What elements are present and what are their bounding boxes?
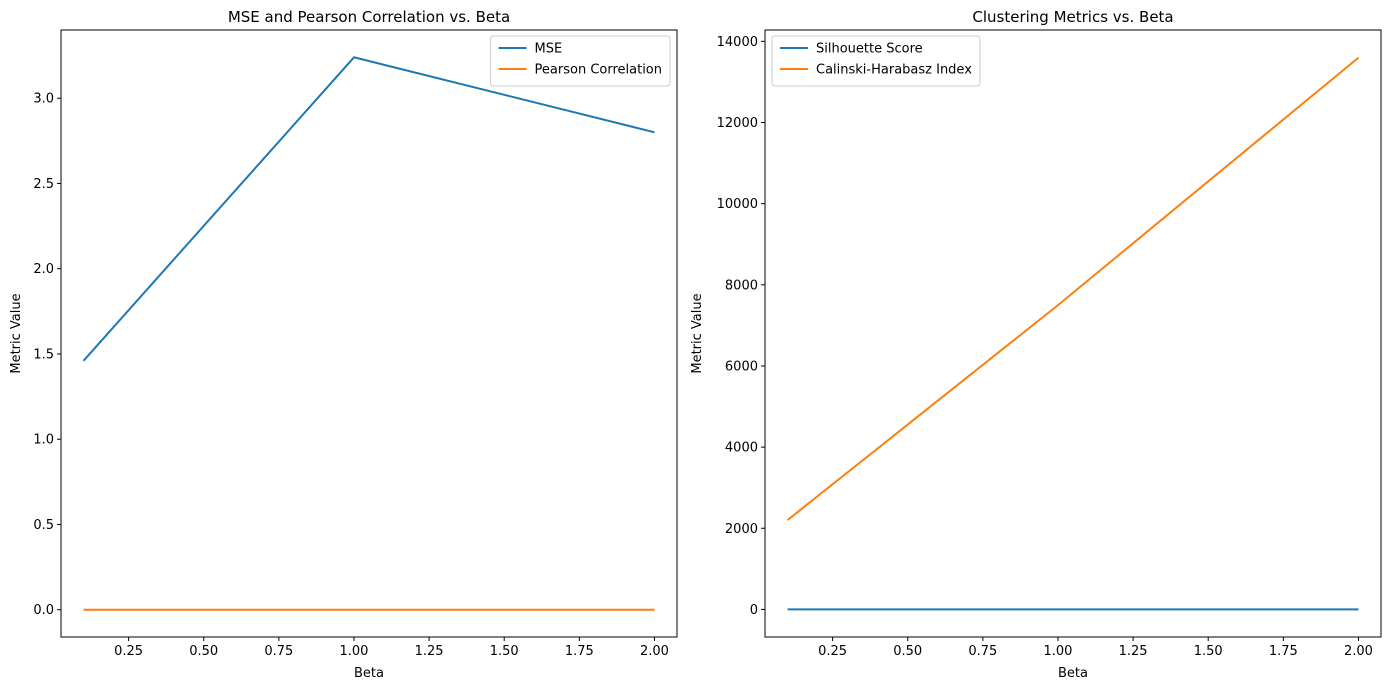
right-y-tick-label: 0	[750, 603, 758, 618]
right-x-tick-label: 1.25	[1119, 644, 1148, 659]
right-x-axis-label: Beta	[1058, 666, 1088, 681]
right-ticks: 0.25 0.50 0.75 1.00 1.25 1.50 1.75 2.00 0 2000 400…	[717, 35, 1373, 659]
left-y-tick-label: 2.5	[33, 177, 54, 192]
left-x-tick-label: 0.50	[189, 644, 218, 659]
right-x-tick-label: 0.75	[968, 644, 997, 659]
right-y-axis-label: Metric Value	[690, 293, 705, 373]
left-x-tick-label: 1.25	[415, 644, 444, 659]
left-x-tick-label: 0.75	[264, 644, 293, 659]
left-x-tick-label: 2.00	[640, 644, 669, 659]
right-legend-label: Silhouette Score	[816, 42, 923, 57]
left-y-tick-label: 2.0	[33, 262, 54, 277]
right-chart-title: Clustering Metrics vs. Beta	[972, 8, 1173, 26]
left-ticks: 0.25 0.50 0.75 1.00 1.25 1.50 1.75 2.00 0.0 0.5 1.…	[33, 92, 669, 659]
left-legend: MSE Pearson Correlation	[490, 35, 671, 87]
right-y-tick-label: 10000	[717, 197, 758, 212]
right-x-tick-label: 1.00	[1043, 644, 1072, 659]
left-legend-label: MSE	[535, 42, 563, 57]
left-y-tick-label: 3.0	[33, 92, 54, 107]
left-y-axis-label: Metric Value	[9, 293, 24, 373]
left-y-tick-label: 0.0	[33, 603, 54, 618]
right-x-tick-label: 1.75	[1269, 644, 1298, 659]
left-x-tick-label: 1.00	[339, 644, 368, 659]
left-x-tick-label: 0.25	[114, 644, 143, 659]
left-y-tick-label: 1.5	[33, 347, 54, 362]
left-y-tick-label: 0.5	[33, 518, 54, 533]
left-series-line-mse	[82, 56, 655, 362]
right-x-tick-label: 0.50	[893, 644, 922, 659]
left-legend-label: Pearson Correlation	[535, 63, 662, 78]
left-y-tick-label: 1.0	[33, 433, 54, 448]
right-y-tick-label: 2000	[725, 522, 758, 537]
left-x-axis-label: Beta	[354, 666, 384, 681]
right-y-tick-label: 4000	[725, 441, 758, 456]
right-legend-frame	[771, 35, 981, 87]
left-chart-title: MSE and Pearson Correlation vs. Beta	[228, 8, 510, 26]
right-series-lines	[786, 56, 1360, 611]
left-x-tick-label: 1.50	[490, 644, 519, 659]
right-legend: Silhouette Score Calinski-Harabasz Index	[771, 35, 981, 87]
right-plot-frame	[764, 29, 1382, 638]
right-series-line-calinski-harabasz-index	[786, 56, 1360, 521]
left-series-lines	[82, 56, 655, 611]
right-x-tick-label: 2.00	[1344, 644, 1373, 659]
left-plot-frame	[60, 29, 678, 638]
right-y-tick-label: 8000	[725, 278, 758, 293]
right-y-tick-label: 14000	[717, 35, 758, 50]
right-y-tick-label: 6000	[725, 359, 758, 374]
right-x-tick-label: 0.25	[818, 644, 847, 659]
right-y-tick-label: 12000	[717, 116, 758, 131]
left-x-tick-label: 1.75	[565, 644, 594, 659]
right-legend-label: Calinski-Harabasz Index	[816, 63, 972, 78]
right-chart-panel: Clustering Metrics vs. Beta Beta Metric …	[690, 8, 1382, 681]
left-chart-panel: MSE and Pearson Correlation vs. Beta Bet…	[9, 8, 678, 681]
right-x-tick-label: 1.50	[1194, 644, 1223, 659]
left-legend-frame	[490, 35, 671, 87]
